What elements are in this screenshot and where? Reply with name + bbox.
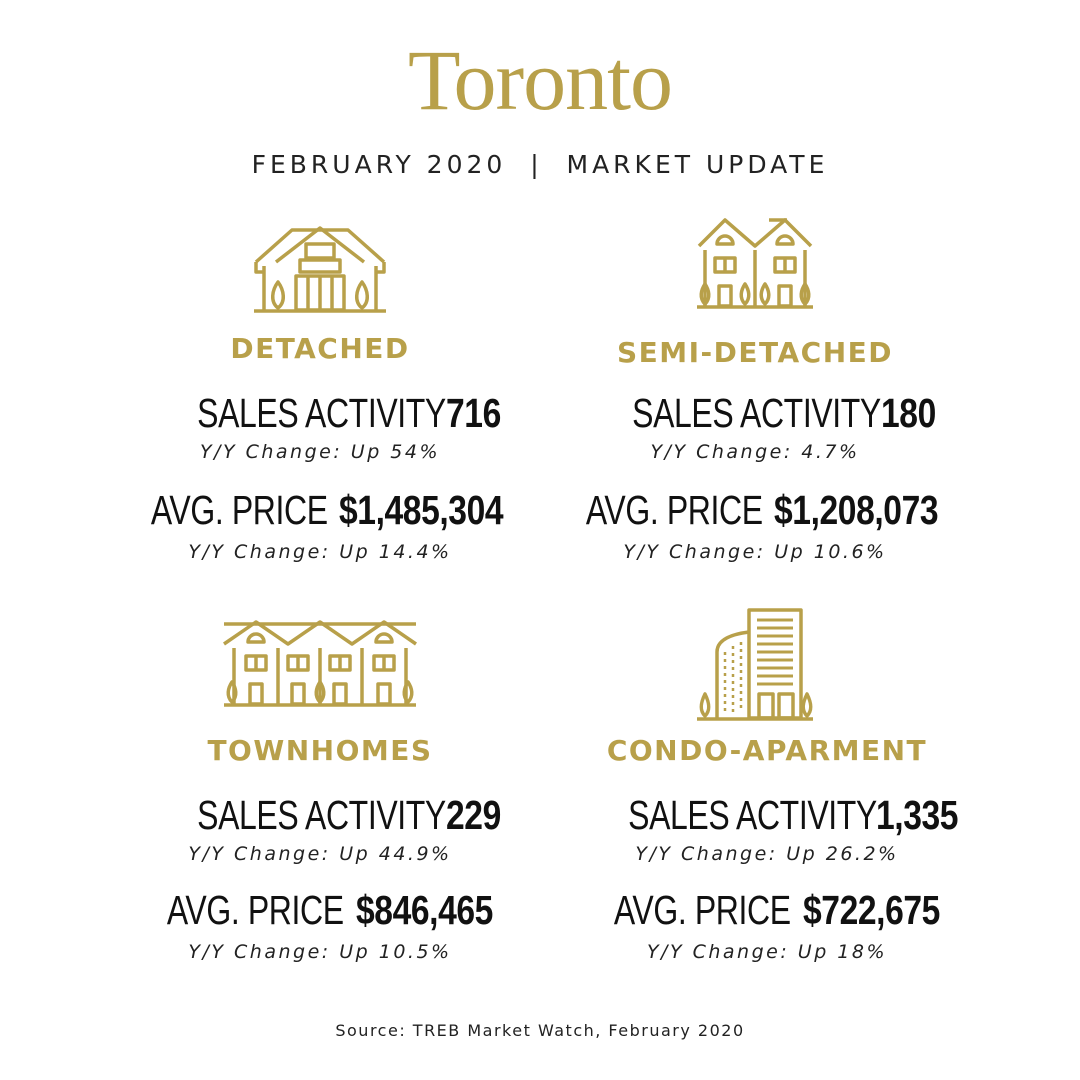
sales-activity-detached: SALES ACTIVITY716 [50, 390, 590, 436]
sales-change-semi-detached: Y/Y Change: 4.7% [650, 441, 860, 463]
price-label: AVG. PRICE [614, 887, 792, 933]
sales-change-condo: Y/Y Change: Up 26.2% [635, 843, 899, 865]
detached-house-icon [250, 220, 390, 314]
price-label: AVG. PRICE [167, 887, 345, 933]
page-subtitle: FEBRUARY 2020 | MARKET UPDATE [251, 150, 829, 179]
category-semi-detached: SEMI-DETACHED [616, 336, 893, 369]
price-change-semi-detached: Y/Y Change: Up 10.6% [623, 541, 887, 563]
sales-label: SALES ACTIVITY [197, 792, 446, 838]
price-value: $722,675 [802, 887, 940, 933]
category-detached: DETACHED [230, 332, 410, 365]
sales-change-detached: Y/Y Change: Up 54% [199, 441, 441, 463]
price-value: $846,465 [355, 887, 493, 933]
sales-value: 1,335 [876, 792, 959, 838]
sales-value: 716 [445, 390, 501, 436]
avg-price-detached: AVG. PRICE $1,485,304 [50, 487, 590, 533]
sales-label: SALES ACTIVITY [632, 390, 881, 436]
price-change-townhomes: Y/Y Change: Up 10.5% [188, 941, 452, 963]
page-title: Toronto [407, 32, 673, 128]
semi-detached-house-icon [695, 214, 815, 312]
avg-price-condo: AVG. PRICE $722,675 [497, 887, 1037, 933]
price-label: AVG. PRICE [585, 487, 763, 533]
sales-activity-condo: SALES ACTIVITY1,335 [497, 792, 1037, 838]
category-townhomes: TOWNHOMES [207, 734, 433, 767]
price-change-condo: Y/Y Change: Up 18% [646, 941, 888, 963]
sales-label: SALES ACTIVITY [197, 390, 446, 436]
price-change-detached: Y/Y Change: Up 14.4% [188, 541, 452, 563]
price-label: AVG. PRICE [150, 487, 328, 533]
townhomes-icon [222, 614, 418, 710]
sales-activity-semi-detached: SALES ACTIVITY180 [485, 390, 1025, 436]
sales-change-townhomes: Y/Y Change: Up 44.9% [188, 843, 452, 865]
avg-price-townhomes: AVG. PRICE $846,465 [50, 887, 590, 933]
source-note: Source: TREB Market Watch, February 2020 [335, 1021, 745, 1040]
avg-price-semi-detached: AVG. PRICE $1,208,073 [485, 487, 1025, 533]
sales-label: SALES ACTIVITY [627, 792, 877, 838]
sales-value: 180 [880, 390, 936, 436]
condo-building-icon [695, 606, 815, 722]
price-value: $1,485,304 [338, 487, 504, 533]
sales-value: 229 [445, 792, 501, 838]
price-value: $1,208,073 [773, 487, 939, 533]
category-condo-apartment: CONDO-APARMENT [606, 734, 928, 767]
sales-activity-townhomes: SALES ACTIVITY229 [50, 792, 590, 838]
